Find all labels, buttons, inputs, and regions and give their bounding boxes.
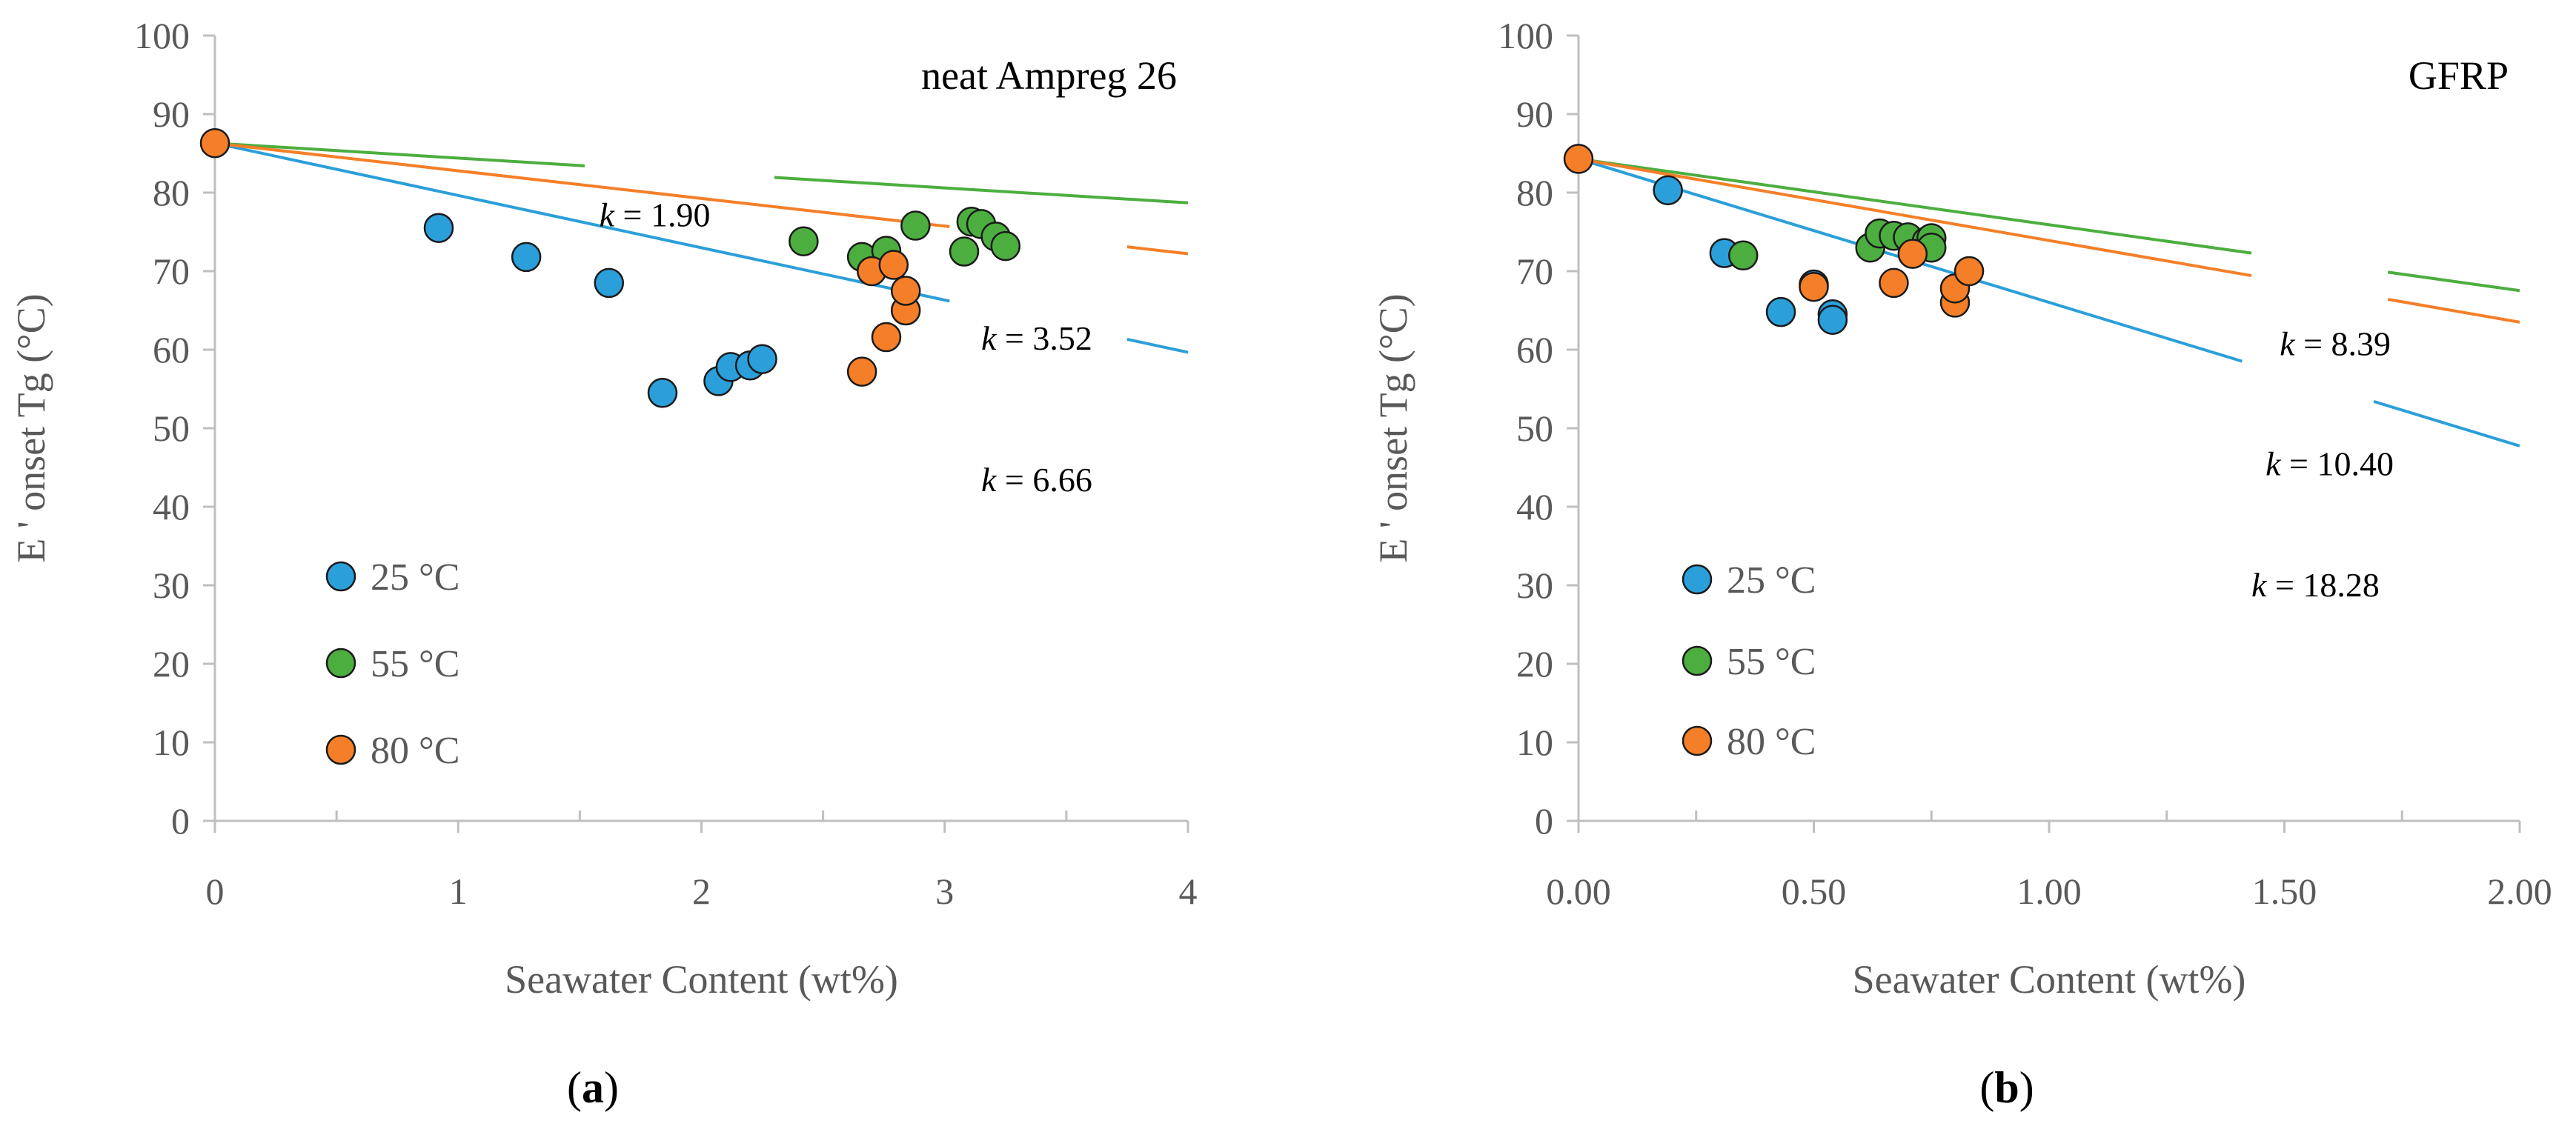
fit-line — [214, 142, 950, 303]
legend-label: 80 °C — [1727, 721, 1816, 763]
legend-marker — [1682, 725, 1713, 756]
fit-line — [214, 142, 585, 167]
y-tick-label: 60 — [1516, 329, 1553, 370]
k-label: k = 10.40 — [2265, 445, 2394, 483]
data-point — [900, 210, 931, 241]
data-point — [1765, 296, 1796, 327]
k-label: k = 3.52 — [981, 319, 1092, 357]
fit-line — [1126, 245, 1189, 256]
x-axis-label: Seawater Content (wt%) — [505, 957, 898, 1002]
legend-marker — [325, 734, 356, 765]
data-point — [1817, 304, 1848, 335]
k-label: k = 1.90 — [600, 196, 711, 234]
fit-line — [1578, 157, 2252, 278]
data-point — [1653, 175, 1683, 206]
panel-title: neat Ampreg 26 — [921, 53, 1177, 98]
x-tick-label: 0.50 — [1782, 871, 1847, 912]
y-axis-label: E ' onset Tg (°C) — [9, 293, 53, 562]
data-point — [1799, 271, 1829, 302]
data-point — [199, 127, 230, 159]
y-tick-label: 30 — [153, 565, 190, 606]
k-label: k = 8.39 — [2280, 325, 2391, 363]
data-point — [789, 226, 819, 256]
y-tick-label: 90 — [153, 93, 190, 135]
data-point — [1728, 240, 1759, 271]
fit-line — [1578, 157, 2252, 255]
legend-label: 25 °C — [1727, 559, 1816, 602]
y-tick-label: 50 — [153, 407, 190, 449]
fit-line — [774, 176, 1189, 204]
legend-marker — [1682, 564, 1713, 595]
data-point — [871, 322, 902, 353]
data-point — [594, 267, 625, 299]
data-point — [1953, 256, 1985, 287]
y-tick-label: 0 — [1535, 800, 1553, 842]
panel-title: GFRP — [2409, 53, 2509, 98]
panel-caption: (b) — [1979, 1063, 2034, 1112]
data-point — [949, 236, 980, 267]
k-label: k = 6.66 — [981, 461, 1092, 499]
chart-a: 0 10 20 30 40 50 60 70 80 90 100 0 1 2 3 4 Seawater Cont… — [9, 15, 1198, 1112]
x-tick-label: 3 — [935, 871, 954, 912]
y-tick-label: 40 — [153, 486, 190, 527]
x-tick-label: 1 — [449, 871, 468, 912]
legend-label: 80 °C — [371, 730, 459, 772]
legend-label: 55 °C — [1727, 641, 1816, 683]
data-point — [878, 250, 909, 280]
k-label: k = 18.28 — [2251, 566, 2380, 604]
x-tick-label: 4 — [1179, 871, 1198, 912]
fit-line — [1126, 337, 1189, 354]
y-tick-label: 40 — [1516, 486, 1553, 527]
legend-marker — [325, 561, 356, 592]
y-tick-label: 10 — [1516, 722, 1553, 763]
y-tick-label: 80 — [153, 172, 190, 213]
panel-caption: (a) — [567, 1063, 619, 1112]
y-tick-label: 90 — [1516, 93, 1553, 135]
data-point — [1879, 267, 1909, 299]
y-tick-label: 60 — [153, 329, 190, 370]
legend-label: 55 °C — [371, 643, 459, 685]
data-point — [1563, 144, 1594, 174]
x-tick-label: 0.00 — [1546, 871, 1611, 912]
y-tick-label: 80 — [1516, 172, 1553, 213]
legend-marker — [1682, 645, 1713, 676]
chart-b: 0 10 20 30 40 50 60 70 80 90 100 0.00 0.50 1.00 1.50 2.… — [1371, 15, 2552, 1112]
y-axis-label: E ' onset Tg (°C) — [1371, 293, 1415, 562]
y-tick-label: 30 — [1516, 565, 1553, 606]
y-tick-label: 70 — [1516, 250, 1553, 292]
data-point — [990, 230, 1021, 262]
fit-line — [214, 142, 950, 228]
x-tick-label: 2.00 — [2487, 871, 2552, 912]
x-tick-label: 1.00 — [2016, 871, 2082, 912]
y-tick-label: 70 — [153, 250, 190, 292]
data-point — [423, 213, 454, 243]
y-tick-label: 20 — [1516, 643, 1553, 685]
y-tick-label: 0 — [171, 800, 190, 842]
data-point — [1897, 239, 1928, 269]
y-tick-label: 20 — [153, 643, 190, 685]
y-tick-label: 50 — [1516, 407, 1553, 449]
x-tick-label: 2 — [692, 871, 711, 912]
data-point — [846, 356, 877, 387]
x-axis-label: Seawater Content (wt%) — [1853, 957, 2246, 1002]
y-tick-label: 100 — [134, 15, 190, 56]
fit-line — [2373, 399, 2520, 447]
data-point — [890, 276, 921, 306]
x-tick-label: 0 — [206, 871, 225, 912]
fit-line — [2387, 298, 2520, 324]
data-point — [747, 344, 777, 374]
y-tick-label: 100 — [1498, 15, 1553, 56]
legend-label: 25 °C — [371, 556, 459, 599]
legend-marker — [325, 648, 356, 679]
x-tick-label: 1.50 — [2252, 871, 2317, 912]
fit-line — [2387, 270, 2520, 293]
data-point — [511, 242, 542, 273]
y-tick-label: 10 — [153, 722, 190, 763]
data-point — [647, 378, 678, 408]
